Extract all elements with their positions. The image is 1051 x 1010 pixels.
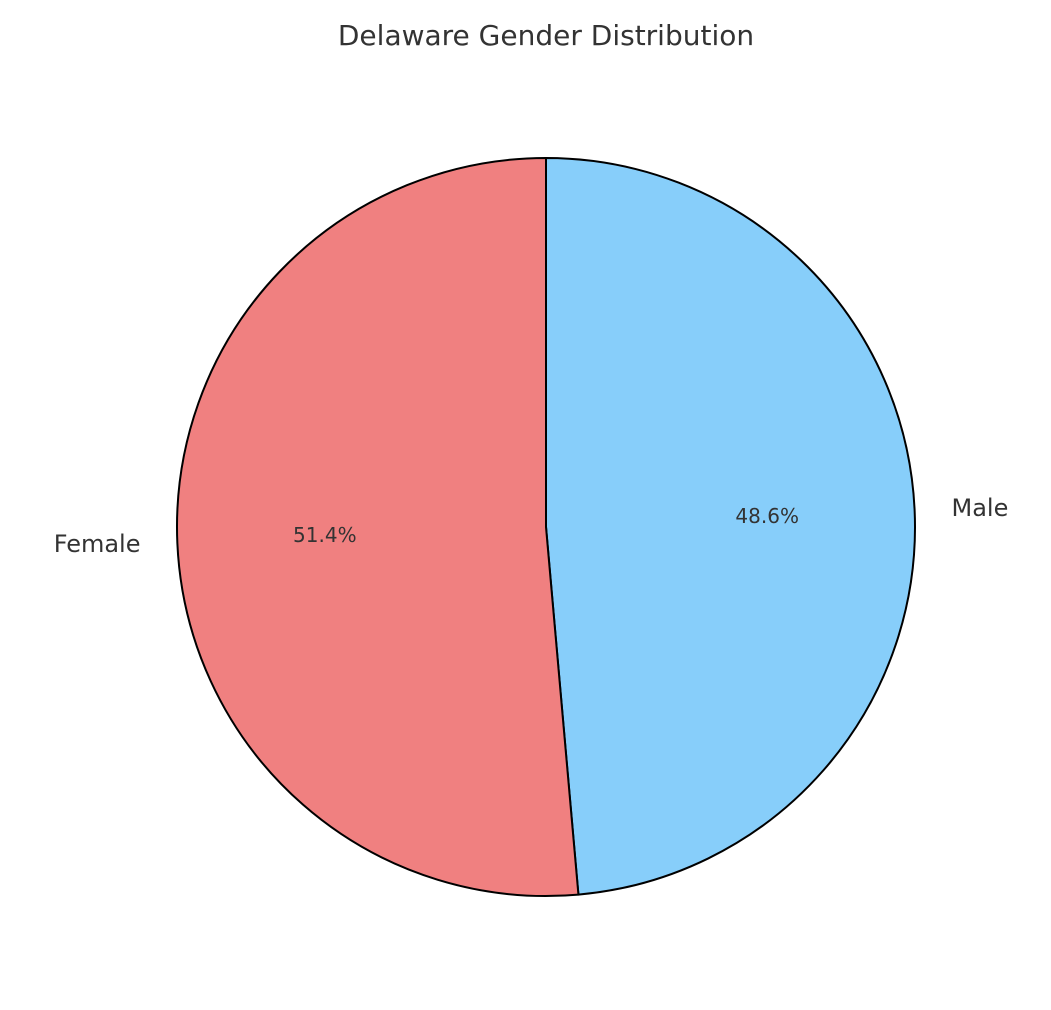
pie-slice: [176, 157, 580, 897]
pie-slice: [545, 157, 916, 896]
value-label: 51.4%: [293, 523, 357, 547]
slice-label: Female: [54, 530, 141, 558]
value-label: 48.6%: [735, 504, 799, 528]
chart-title: Delaware Gender Distribution: [338, 19, 754, 52]
slice-label: Male: [952, 494, 1009, 522]
